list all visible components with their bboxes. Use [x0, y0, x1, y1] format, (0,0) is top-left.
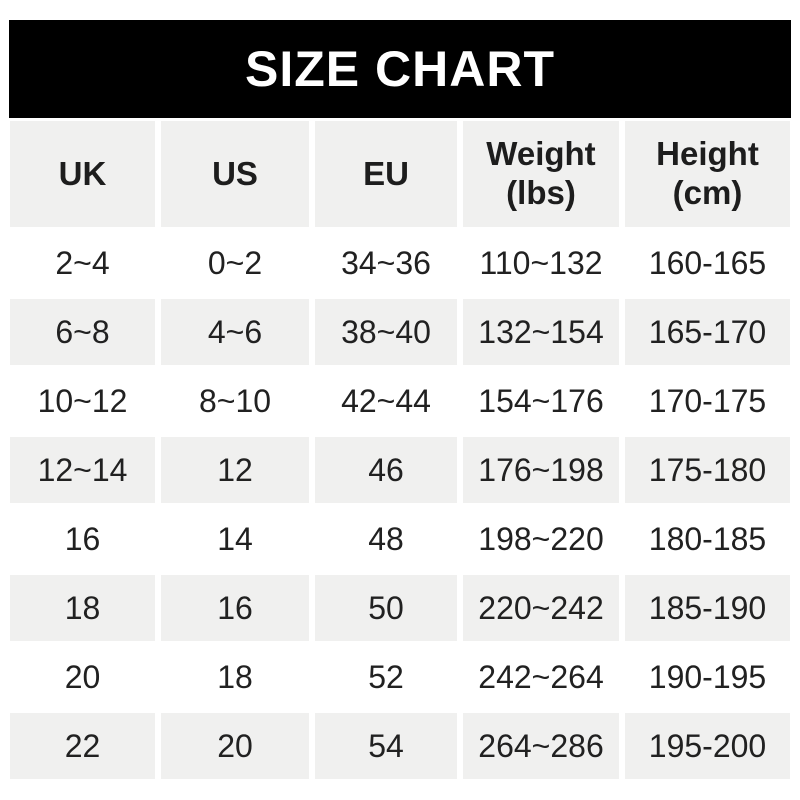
- table-cell: 10~12: [10, 368, 155, 434]
- table-cell: 0~2: [161, 230, 309, 296]
- table-cell: 12: [161, 437, 309, 503]
- table-cell: 195-200: [625, 713, 790, 779]
- table-row: 16 14 48 198~220 180-185: [10, 506, 790, 572]
- table-body: 2~4 0~2 34~36 110~132 160-165 6~8 4~6 38~40 132~…: [10, 230, 790, 779]
- table-cell: 20: [10, 644, 155, 710]
- column-label: Weight: [486, 135, 596, 173]
- table-cell: 16: [161, 575, 309, 641]
- table-cell: 22: [10, 713, 155, 779]
- table-cell: 242~264: [463, 644, 619, 710]
- table-cell: 132~154: [463, 299, 619, 365]
- table-cell: 38~40: [315, 299, 457, 365]
- column-label: Height: [656, 135, 759, 173]
- table-cell: 220~242: [463, 575, 619, 641]
- table-row: 12~14 12 46 176~198 175-180: [10, 437, 790, 503]
- table-cell: 154~176: [463, 368, 619, 434]
- page-title: SIZE CHART: [245, 41, 555, 97]
- table-row: 22 20 54 264~286 195-200: [10, 713, 790, 779]
- table-header-row: UK US EU Weight (lbs) Height (cm): [10, 121, 790, 227]
- table-cell: 190-195: [625, 644, 790, 710]
- table-cell: 16: [10, 506, 155, 572]
- table-cell: 6~8: [10, 299, 155, 365]
- size-chart-table: UK US EU Weight (lbs) Height (cm) 2~4 0~2 34~36 1…: [4, 118, 796, 782]
- table-row: 18 16 50 220~242 185-190: [10, 575, 790, 641]
- column-header-weight: Weight (lbs): [463, 121, 619, 227]
- table-cell: 20: [161, 713, 309, 779]
- table-cell: 180-185: [625, 506, 790, 572]
- table-row: 2~4 0~2 34~36 110~132 160-165: [10, 230, 790, 296]
- table-cell: 185-190: [625, 575, 790, 641]
- table-cell: 264~286: [463, 713, 619, 779]
- table-cell: 50: [315, 575, 457, 641]
- column-label: US: [212, 154, 258, 192]
- column-unit: (cm): [672, 174, 743, 211]
- table-row: 20 18 52 242~264 190-195: [10, 644, 790, 710]
- table-row: 6~8 4~6 38~40 132~154 165-170: [10, 299, 790, 365]
- table-cell: 8~10: [161, 368, 309, 434]
- table-cell: 18: [10, 575, 155, 641]
- table-cell: 52: [315, 644, 457, 710]
- column-header-uk: UK: [10, 121, 155, 227]
- column-label: EU: [363, 154, 409, 192]
- table-cell: 160-165: [625, 230, 790, 296]
- table-cell: 176~198: [463, 437, 619, 503]
- table-cell: 46: [315, 437, 457, 503]
- title-banner: SIZE CHART: [9, 20, 791, 118]
- column-unit: (lbs): [506, 174, 576, 211]
- table-cell: 198~220: [463, 506, 619, 572]
- table-cell: 18: [161, 644, 309, 710]
- table-row: 10~12 8~10 42~44 154~176 170-175: [10, 368, 790, 434]
- table-cell: 42~44: [315, 368, 457, 434]
- column-header-eu: EU: [315, 121, 457, 227]
- table-head: UK US EU Weight (lbs) Height (cm): [10, 121, 790, 227]
- table-cell: 4~6: [161, 299, 309, 365]
- table-cell: 54: [315, 713, 457, 779]
- column-label: UK: [58, 154, 107, 192]
- table-cell: 170-175: [625, 368, 790, 434]
- column-header-height: Height (cm): [625, 121, 790, 227]
- table-cell: 34~36: [315, 230, 457, 296]
- table-cell: 165-170: [625, 299, 790, 365]
- table-cell: 48: [315, 506, 457, 572]
- table-cell: 110~132: [463, 230, 619, 296]
- table-cell: 2~4: [10, 230, 155, 296]
- table-cell: 175-180: [625, 437, 790, 503]
- table-cell: 12~14: [10, 437, 155, 503]
- column-header-us: US: [161, 121, 309, 227]
- table-cell: 14: [161, 506, 309, 572]
